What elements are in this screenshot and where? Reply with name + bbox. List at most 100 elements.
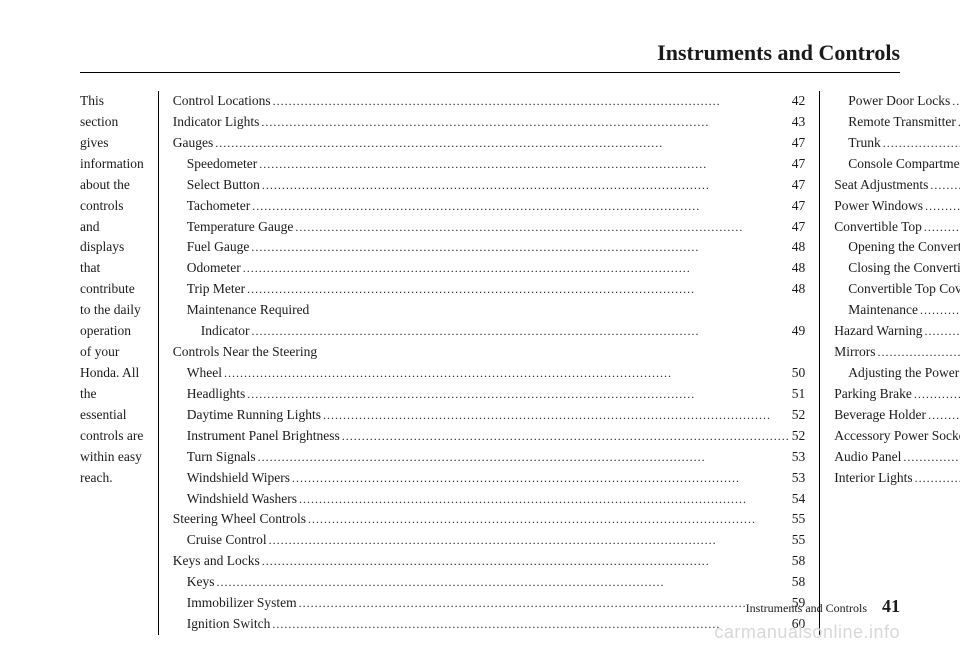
toc-page-number: 48 <box>792 279 806 300</box>
toc-leader-dots <box>912 385 960 404</box>
toc-column-2: Power Door Locks 62Remote Transmitter 63… <box>820 91 960 635</box>
toc-entry: Immobilizer System 59 <box>173 593 805 614</box>
toc-page-number: 52 <box>792 426 806 447</box>
toc-label: Adjusting the Power Mirrors <box>848 363 960 384</box>
content-columns: This section gives information about the… <box>80 91 900 635</box>
toc-entry: Indicator 49 <box>173 321 805 342</box>
toc-entry: Convertible Top 71 <box>834 217 960 238</box>
toc-label: Seat Adjustments <box>834 175 928 196</box>
toc-entry: Odometer 48 <box>173 258 805 279</box>
toc-page-number: 42 <box>792 91 806 112</box>
toc-page-number: 49 <box>792 321 806 342</box>
toc-label: Tachometer <box>187 196 251 217</box>
toc-entry: Indicator Lights 43 <box>173 112 805 133</box>
toc-entry: Select Button 47 <box>173 175 805 196</box>
toc-page-number: 47 <box>792 175 806 196</box>
toc-label: Convertible Top <box>834 217 922 238</box>
page-container: Instruments and Controls This section gi… <box>0 0 960 655</box>
toc-leader-dots <box>913 469 960 488</box>
toc-entry: Control Locations 42 <box>173 91 805 112</box>
toc-label: Power Door Locks <box>848 91 950 112</box>
toc-label: Convertible Top Cover <box>848 279 960 300</box>
toc-entry: Seat Adjustments 68 <box>834 175 960 196</box>
toc-page-number: 53 <box>792 447 806 468</box>
toc-page-number: 55 <box>792 530 806 551</box>
toc-entry: Keys and Locks 58 <box>173 551 805 572</box>
intro-text: This section gives information about the… <box>80 91 144 489</box>
toc-entry: Remote Transmitter 63 <box>834 112 960 133</box>
toc-page-number: 52 <box>792 405 806 426</box>
toc-leader-dots <box>214 573 791 592</box>
toc-leader-dots <box>260 176 792 195</box>
toc-entry: Steering Wheel Controls 55 <box>173 509 805 530</box>
toc-leader-dots <box>250 197 791 216</box>
intro-column: This section gives information about the… <box>80 91 159 635</box>
toc-label: Temperature Gauge <box>187 217 294 238</box>
toc-leader-dots <box>267 531 792 550</box>
toc-label: Beverage Holder <box>834 405 926 426</box>
toc-label: Immobilizer System <box>187 593 297 614</box>
toc-entry: Maintenance 77 <box>834 300 960 321</box>
toc-label: Gauges <box>173 133 214 154</box>
toc-entry: Beverage Holder 81 <box>834 405 960 426</box>
toc-page-number: 58 <box>792 572 806 593</box>
toc-entry: Ignition Switch 60 <box>173 614 805 635</box>
toc-leader-dots <box>875 343 960 362</box>
footer-page-number: 41 <box>882 596 900 616</box>
page-title: Instruments and Controls <box>80 40 900 73</box>
toc-entry: Keys 58 <box>173 572 805 593</box>
toc-leader-dots <box>260 552 792 571</box>
toc-entry: Trip Meter 48 <box>173 279 805 300</box>
toc-page-number: 54 <box>792 489 806 510</box>
toc-leader-dots <box>950 92 960 111</box>
toc-label: Maintenance Required <box>187 300 310 321</box>
toc-entry: Convertible Top Cover 76 <box>834 279 960 300</box>
toc-label: Select Button <box>187 175 260 196</box>
toc-leader-dots <box>249 322 791 341</box>
toc-leader-dots <box>918 301 960 320</box>
toc-label: Console Compartments <box>848 154 960 175</box>
toc-leader-dots <box>340 427 792 446</box>
toc-leader-dots <box>256 448 792 467</box>
toc-leader-dots <box>293 218 791 237</box>
toc-page-number: 55 <box>792 509 806 530</box>
toc-leader-dots <box>249 238 791 257</box>
toc-entry: Wheel 50 <box>173 363 805 384</box>
toc-leader-dots <box>956 113 960 132</box>
toc-label: Speedometer <box>187 154 257 175</box>
toc-entry: Windshield Washers 54 <box>173 489 805 510</box>
toc-leader-dots <box>222 364 792 383</box>
toc-label: Daytime Running Lights <box>187 405 321 426</box>
toc-label: Accessory Power Socket <box>834 426 960 447</box>
toc-entry: Cruise Control 55 <box>173 530 805 551</box>
toc-label: Fuel Gauge <box>187 237 250 258</box>
toc-label: Parking Brake <box>834 384 912 405</box>
toc-leader-dots <box>290 469 792 488</box>
toc-label: Windshield Wipers <box>187 468 290 489</box>
toc-entry: Interior Lights 83 <box>834 468 960 489</box>
toc-entry: Temperature Gauge 47 <box>173 217 805 238</box>
toc-label: Control Locations <box>173 91 271 112</box>
toc-page-number: 53 <box>792 468 806 489</box>
toc-label: Opening the Convertible Top <box>848 237 960 258</box>
toc-page-number: 51 <box>792 384 806 405</box>
toc-leader-dots <box>901 448 960 467</box>
toc-column-1: Control Locations 42Indicator Lights 43G… <box>159 91 820 635</box>
toc-leader-dots <box>245 280 792 299</box>
toc-label: Headlights <box>187 384 246 405</box>
toc-label: Ignition Switch <box>187 614 271 635</box>
toc-label: Wheel <box>187 363 222 384</box>
toc-label: Hazard Warning <box>834 321 922 342</box>
toc-label: Interior Lights <box>834 468 912 489</box>
toc-entry: Fuel Gauge 48 <box>173 237 805 258</box>
page-footer: Instruments and Controls 41 <box>746 596 900 617</box>
toc-page-number: 47 <box>792 133 806 154</box>
toc-entry: Controls Near the Steering <box>173 342 805 363</box>
toc-leader-dots <box>923 197 960 216</box>
toc-entry: Opening the Convertible Top 71 <box>834 237 960 258</box>
toc-label: Power Windows <box>834 196 923 217</box>
toc-label: Audio Panel <box>834 447 901 468</box>
watermark: carmanualsonline.info <box>714 622 900 643</box>
toc-label: Trunk <box>848 133 881 154</box>
toc-label: Instrument Panel Brightness <box>187 426 340 447</box>
